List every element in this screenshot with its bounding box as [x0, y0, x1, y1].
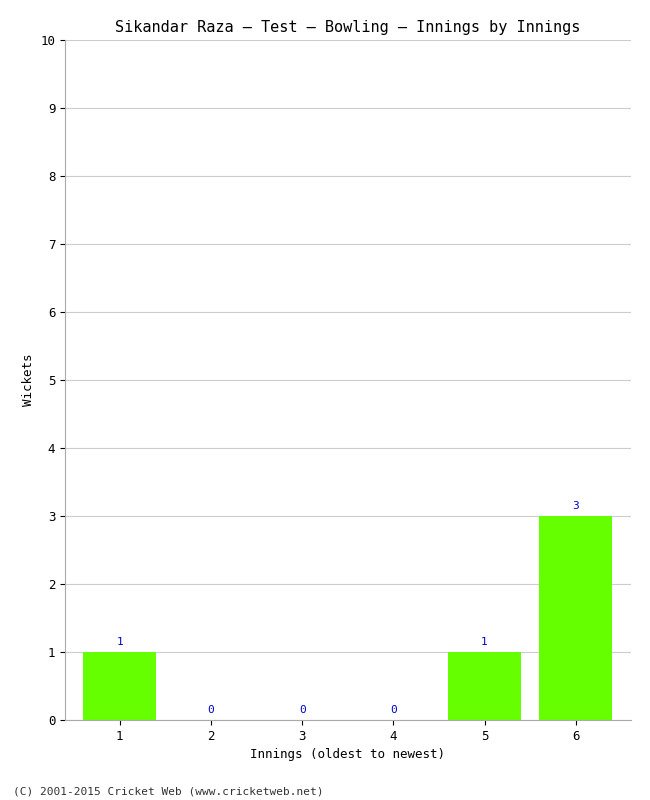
Text: 3: 3	[573, 502, 579, 511]
Text: 1: 1	[481, 638, 488, 647]
Bar	[448, 652, 521, 720]
Text: 1: 1	[116, 638, 123, 647]
Text: 0: 0	[207, 706, 214, 715]
Bar	[83, 652, 156, 720]
Text: (C) 2001-2015 Cricket Web (www.cricketweb.net): (C) 2001-2015 Cricket Web (www.cricketwe…	[13, 786, 324, 796]
Text: 0: 0	[299, 706, 305, 715]
Y-axis label: Wickets: Wickets	[21, 354, 34, 406]
Text: 0: 0	[390, 706, 396, 715]
Title: Sikandar Raza – Test – Bowling – Innings by Innings: Sikandar Raza – Test – Bowling – Innings…	[115, 20, 580, 34]
Bar	[540, 516, 612, 720]
X-axis label: Innings (oldest to newest): Innings (oldest to newest)	[250, 748, 445, 762]
